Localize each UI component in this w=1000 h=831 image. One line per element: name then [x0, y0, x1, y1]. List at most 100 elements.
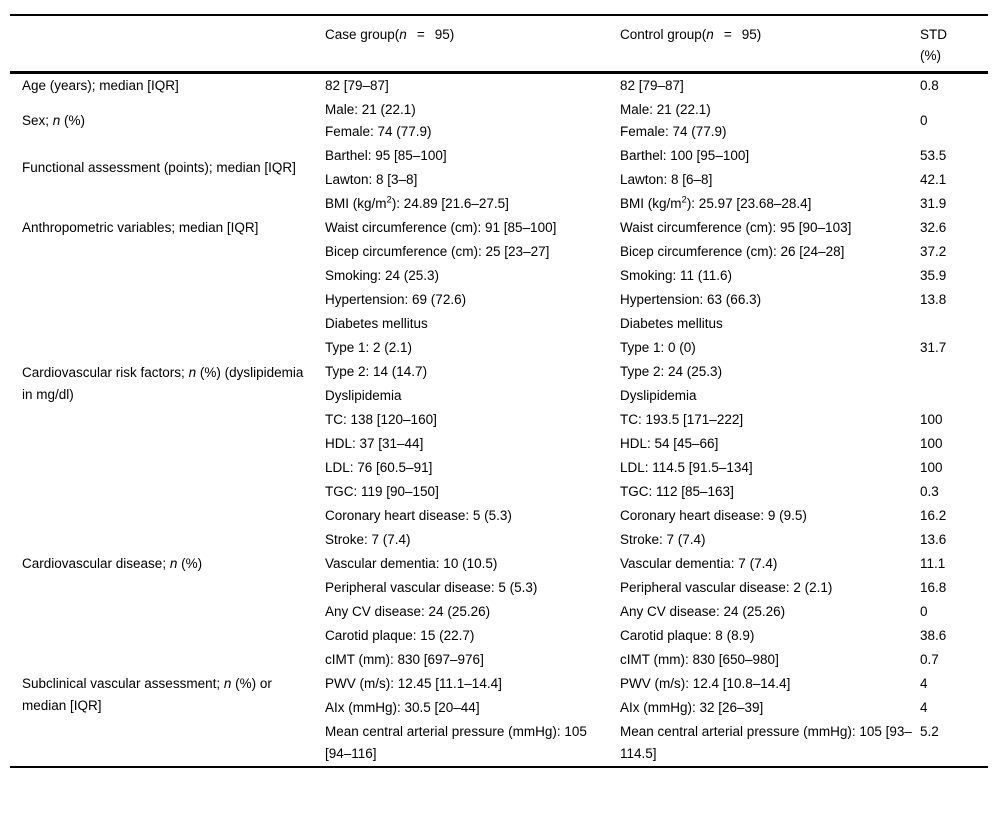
- std-value: 5.2: [920, 724, 939, 739]
- control-value: Stroke: 7 (7.4): [620, 532, 706, 547]
- std-value: 4: [920, 700, 928, 715]
- case-value: Vascular dementia: 10 (10.5): [325, 556, 498, 571]
- std-value: 16.8: [920, 580, 947, 595]
- std-value: 100: [920, 460, 943, 475]
- control-value: Mean central arterial pressure (mmHg): 1…: [620, 724, 912, 761]
- control-value: cIMT (mm): 830 [650–980]: [620, 652, 779, 667]
- table-row: Peripheral vascular disease: 5 (5.3) Peri…: [10, 576, 988, 600]
- table-row: Subclinical vascular assessment; n (%) o…: [10, 624, 988, 713]
- control-group-count: 95): [741, 27, 762, 42]
- std-value: 32.6: [920, 220, 947, 235]
- control-value: Any CV disease: 24 (25.26): [620, 604, 786, 619]
- control-value: Carotid plaque: 8 (8.9): [620, 628, 755, 643]
- row-label: Anthropometric variables; median [IQR]: [22, 220, 259, 235]
- table-row: Sex; n (%) Male: 21 (22.1) Female: 74 (77.…: [10, 98, 988, 144]
- std-value: 0: [920, 113, 928, 128]
- case-value: Diabetes mellitus: [325, 316, 428, 331]
- std-label-line2: (%): [920, 48, 941, 63]
- table-row: Cardiovascular risk factors; n (%) (dysl…: [10, 264, 988, 402]
- table-row: PWV (m/s): 12.45 [11.1–14.4] PWV (m/s): 1…: [10, 672, 988, 696]
- row-label: Cardiovascular risk factors; n (%) (dysl…: [22, 365, 304, 402]
- table-row: Cardiovascular disease; n (%) Coronary he…: [10, 504, 988, 571]
- baseline-characteristics-table: Case group(n = 95) Control group(n = 95) STD…: [10, 14, 988, 768]
- table-row: Any CV disease: 24 (25.26) Any CV disease…: [10, 600, 988, 624]
- control-value: Type 1: 0 (0): [620, 340, 696, 355]
- std-value: 31.9: [920, 196, 947, 211]
- std-value: [920, 312, 988, 336]
- table-row: Lawton: 8 [3–8] Lawton: 8 [6–8] 42.1: [10, 168, 988, 192]
- control-value: LDL: 114.5 [91.5–134]: [620, 460, 753, 475]
- std-value: 0.8: [920, 78, 939, 93]
- table-row: cIMT (mm): 830 [697–976] cIMT (mm): 830 […: [10, 648, 988, 672]
- table-row: TGC: 119 [90–150] TGC: 112 [85–163] 0.3: [10, 480, 988, 504]
- control-group-equals: =: [723, 27, 732, 42]
- std-value: 16.2: [920, 508, 947, 523]
- control-value: Peripheral vascular disease: 2 (2.1): [620, 580, 833, 595]
- std-value: [920, 384, 988, 408]
- case-value: PWV (m/s): 12.45 [11.1–14.4]: [325, 676, 502, 691]
- control-value: Diabetes mellitus: [620, 316, 723, 331]
- header-std: STD (%): [920, 15, 988, 74]
- table-row: Hypertension: 69 (72.6) Hypertension: 63 …: [10, 288, 988, 312]
- table-row: AIx (mmHg): 30.5 [20–44] AIx (mmHg): 32 […: [10, 696, 988, 720]
- case-value: BMI (kg/m2): 24.89 [21.6–27.5]: [325, 194, 509, 211]
- std-value: 0.7: [920, 652, 939, 667]
- case-value: Peripheral vascular disease: 5 (5.3): [325, 580, 538, 595]
- case-value: cIMT (mm): 830 [697–976]: [325, 652, 484, 667]
- table-row: Vascular dementia: 10 (10.5) Vascular dem…: [10, 552, 988, 576]
- case-value: Bicep circumference (cm): 25 [23–27]: [325, 244, 550, 259]
- control-value: Type 2: 24 (25.3): [620, 364, 723, 379]
- std-value: 42.1: [920, 172, 947, 187]
- case-value: AIx (mmHg): 30.5 [20–44]: [325, 700, 480, 715]
- table-header: Case group(n = 95) Control group(n = 95) STD…: [10, 15, 988, 74]
- header-empty-cell: [10, 15, 325, 74]
- row-label: Functional assessment (points); median […: [22, 160, 296, 175]
- control-value: BMI (kg/m2): 25.97 [23.68–28.4]: [620, 194, 812, 211]
- std-value: 31.7: [920, 340, 947, 355]
- control-value: Coronary heart disease: 9 (9.5): [620, 508, 807, 523]
- case-value: Barthel: 95 [85–100]: [325, 148, 447, 163]
- table-row: Dyslipidemia Dyslipidemia: [10, 384, 988, 408]
- control-value: Hypertension: 63 (66.3): [620, 292, 762, 307]
- case-value: Any CV disease: 24 (25.26): [325, 604, 491, 619]
- table-row: Type 1: 2 (2.1) Type 1: 0 (0) 31.7: [10, 336, 988, 360]
- case-value: Carotid plaque: 15 (22.7): [325, 628, 475, 643]
- case-value: TC: 138 [120–160]: [325, 412, 437, 427]
- control-value: PWV (m/s): 12.4 [10.8–14.4]: [620, 676, 791, 691]
- row-label: Subclinical vascular assessment; n (%) o…: [22, 676, 272, 713]
- std-value: 4: [920, 676, 928, 691]
- std-value: [920, 360, 988, 384]
- header-control-group: Control group(n = 95): [620, 15, 920, 74]
- control-value: 82 [79–87]: [620, 78, 684, 93]
- table-row: Anthropometric variables; median [IQR] BM…: [10, 192, 988, 235]
- control-value: Smoking: 11 (11.6): [620, 268, 733, 283]
- control-value: Dyslipidemia: [620, 388, 697, 403]
- table-row: Diabetes mellitus Diabetes mellitus: [10, 312, 988, 336]
- std-value: 13.6: [920, 532, 947, 547]
- case-group-prefix: Case group(: [325, 27, 400, 42]
- row-label: Sex; n (%): [22, 113, 86, 128]
- case-value: Waist circumference (cm): 91 [85–100]: [325, 220, 557, 235]
- control-value: Barthel: 100 [95–100]: [620, 148, 750, 163]
- std-value: 53.5: [920, 148, 947, 163]
- header-case-group: Case group(n = 95): [325, 15, 620, 74]
- case-group-n-italic: n: [399, 27, 407, 42]
- control-value: Lawton: 8 [6–8]: [620, 172, 713, 187]
- std-value: 0: [920, 604, 928, 619]
- case-value: Dyslipidemia: [325, 388, 402, 403]
- case-value: Stroke: 7 (7.4): [325, 532, 411, 547]
- case-value: Hypertension: 69 (72.6): [325, 292, 467, 307]
- control-value: Bicep circumference (cm): 26 [24–28]: [620, 244, 845, 259]
- std-value: 37.2: [920, 244, 947, 259]
- control-group-n-italic: n: [706, 27, 714, 42]
- control-value: Waist circumference (cm): 95 [90–103]: [620, 220, 852, 235]
- std-label-line1: STD: [920, 27, 947, 42]
- control-value: AIx (mmHg): 32 [26–39]: [620, 700, 764, 715]
- std-value: 13.8: [920, 292, 947, 307]
- std-value: 11.1: [920, 556, 946, 571]
- control-value: TGC: 112 [85–163]: [620, 484, 734, 499]
- row-label: Age (years); median [IQR]: [22, 78, 179, 93]
- table-body: Age (years); median [IQR] 82 [79–87] 82 [7…: [10, 73, 988, 768]
- control-value: Male: 21 (22.1) Female: 74 (77.9): [620, 102, 727, 139]
